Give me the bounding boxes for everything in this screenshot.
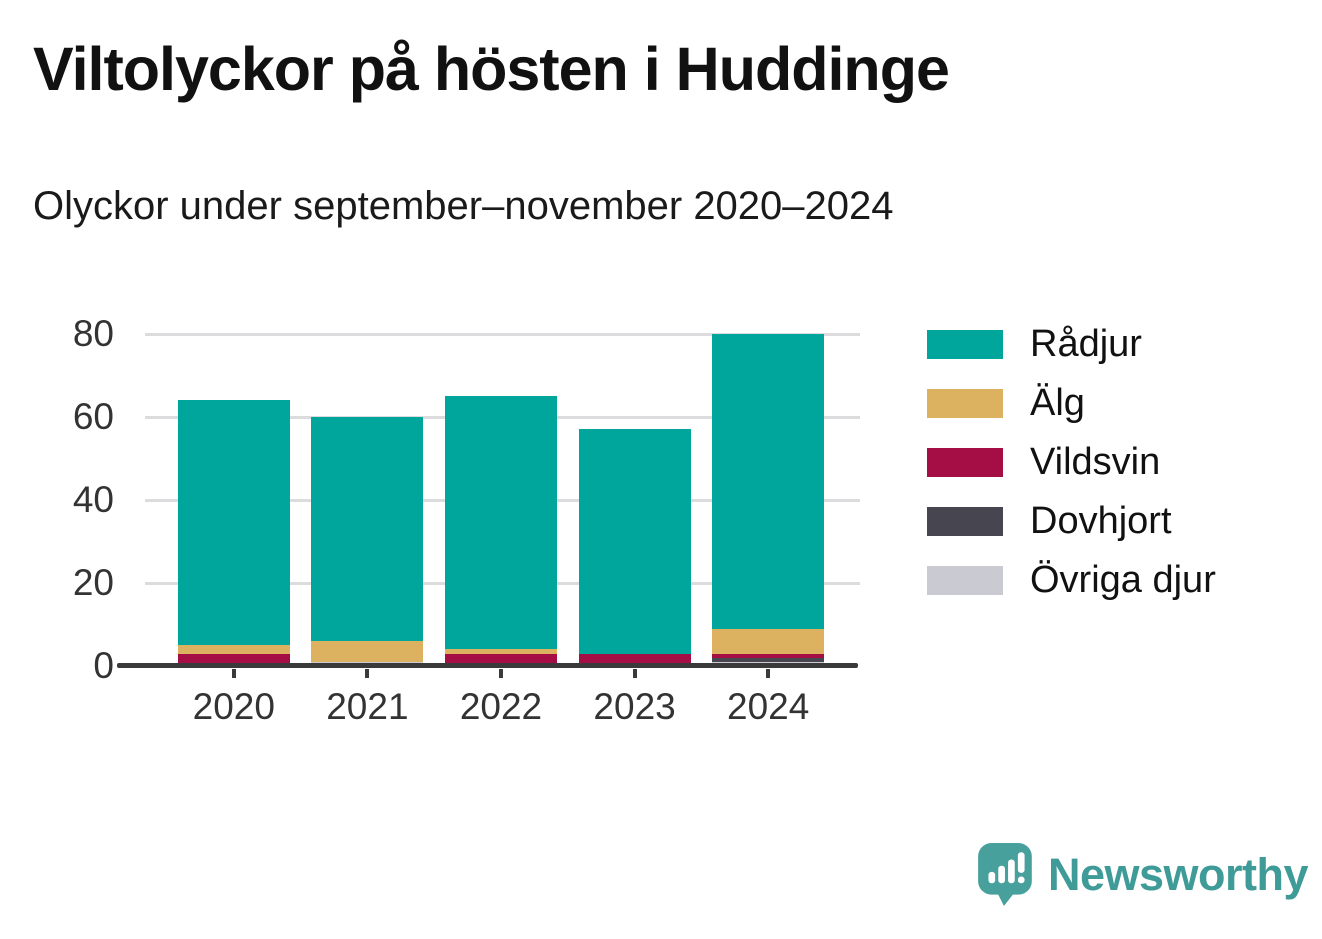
legend-swatch-Dovhjort <box>927 507 1003 536</box>
legend-label-Vildsvin: Vildsvin <box>1030 441 1161 483</box>
legend-item-Dovhjort: Dovhjort <box>927 500 1216 542</box>
bar-stack-2022 <box>444 334 557 666</box>
y-axis-tick-label-60: 60 <box>72 396 114 437</box>
x-axis-tick-2024 <box>766 669 771 678</box>
bar-segment-2021-Rådjur <box>311 417 424 642</box>
newsworthy-logo-icon <box>978 843 1032 906</box>
legend-label-Rådjur: Rådjur <box>1030 323 1142 365</box>
y-axis-tick-label-20: 20 <box>72 562 114 603</box>
page-title: Viltolyckor på hösten i Huddinge <box>33 35 950 103</box>
plot-area: 0 20 40 60 80 2020 2021 2022 2023 2024 <box>73 313 860 727</box>
x-axis-tick-label-2023: 2023 <box>593 686 676 727</box>
bar-segment-2021-Älg <box>311 641 424 662</box>
bar-segment-2024-Dovhjort <box>712 657 825 662</box>
bar-segment-2020-Älg <box>177 645 290 654</box>
y-axis-tick-label-0: 0 <box>93 645 114 686</box>
x-axis-tick-label-2020: 2020 <box>192 686 275 727</box>
legend-label-Älg: Älg <box>1030 382 1085 424</box>
chart-subtitle: Olyckor under september–november 2020–20… <box>33 184 894 228</box>
bar-segment-2020-Rådjur <box>177 400 290 646</box>
legend-item-Övriga djur: Övriga djur <box>927 559 1216 601</box>
gridline-80 <box>145 332 860 336</box>
legend-swatch-Älg <box>927 389 1003 418</box>
brand-name: Newsworthy <box>1048 849 1309 900</box>
bar-segment-2020-Vildsvin <box>177 653 290 666</box>
y-axis-tick-label-80: 80 <box>72 313 114 354</box>
bar-stack-2024 <box>712 334 825 666</box>
bar-stack-2023 <box>578 334 691 666</box>
x-axis-tick-2020 <box>231 669 236 678</box>
legend-swatch-Övriga djur <box>927 566 1003 595</box>
x-axis-tick-2021 <box>365 669 370 678</box>
legend-item-Vildsvin: Vildsvin <box>927 441 1216 483</box>
bar-segment-2024-Älg <box>712 628 825 654</box>
legend-label-Dovhjort: Dovhjort <box>1030 500 1172 542</box>
bar-stack-2020 <box>177 334 290 666</box>
x-axis-tick-2023 <box>632 669 637 678</box>
bar-segment-2023-Rådjur <box>578 429 691 654</box>
bar-column-2020: 2020 <box>167 334 301 727</box>
x-axis-tick-2022 <box>498 669 503 678</box>
y-axis-tick-label-40: 40 <box>72 479 114 520</box>
bar-segment-2022-Vildsvin <box>444 653 557 666</box>
x-axis-tick-label-2022: 2022 <box>459 686 543 727</box>
footer-logo: Newsworthy <box>978 843 1309 907</box>
legend: Rådjur Älg Vildsvin Dovhjort Övriga djur <box>927 323 1216 625</box>
bar-segment-2022-Rådjur <box>444 396 557 650</box>
bar-column-2022: 2022 <box>434 334 568 727</box>
x-axis-tick-label-2021: 2021 <box>326 686 409 727</box>
legend-swatch-Vildsvin <box>927 448 1003 477</box>
x-axis-line <box>117 663 858 668</box>
bar-segment-2023-Vildsvin <box>578 653 691 666</box>
bar-column-2021: 2021 <box>301 334 435 727</box>
bar-column-2023: 2023 <box>568 334 702 727</box>
legend-swatch-Rådjur <box>927 330 1003 359</box>
legend-label-Övriga djur: Övriga djur <box>1030 559 1216 601</box>
bars: 2020 2021 2022 2023 2024 <box>130 334 860 727</box>
bar-segment-2024-Vildsvin <box>712 653 825 658</box>
legend-item-Älg: Älg <box>927 382 1216 424</box>
bar-segment-2022-Älg <box>444 649 557 654</box>
x-axis-tick-label-2024: 2024 <box>727 686 810 727</box>
bar-column-2024: 2024 <box>701 334 835 727</box>
bar-segment-2024-Rådjur <box>712 334 825 629</box>
bar-stack-2021 <box>311 334 424 666</box>
legend-item-Rådjur: Rådjur <box>927 323 1216 365</box>
